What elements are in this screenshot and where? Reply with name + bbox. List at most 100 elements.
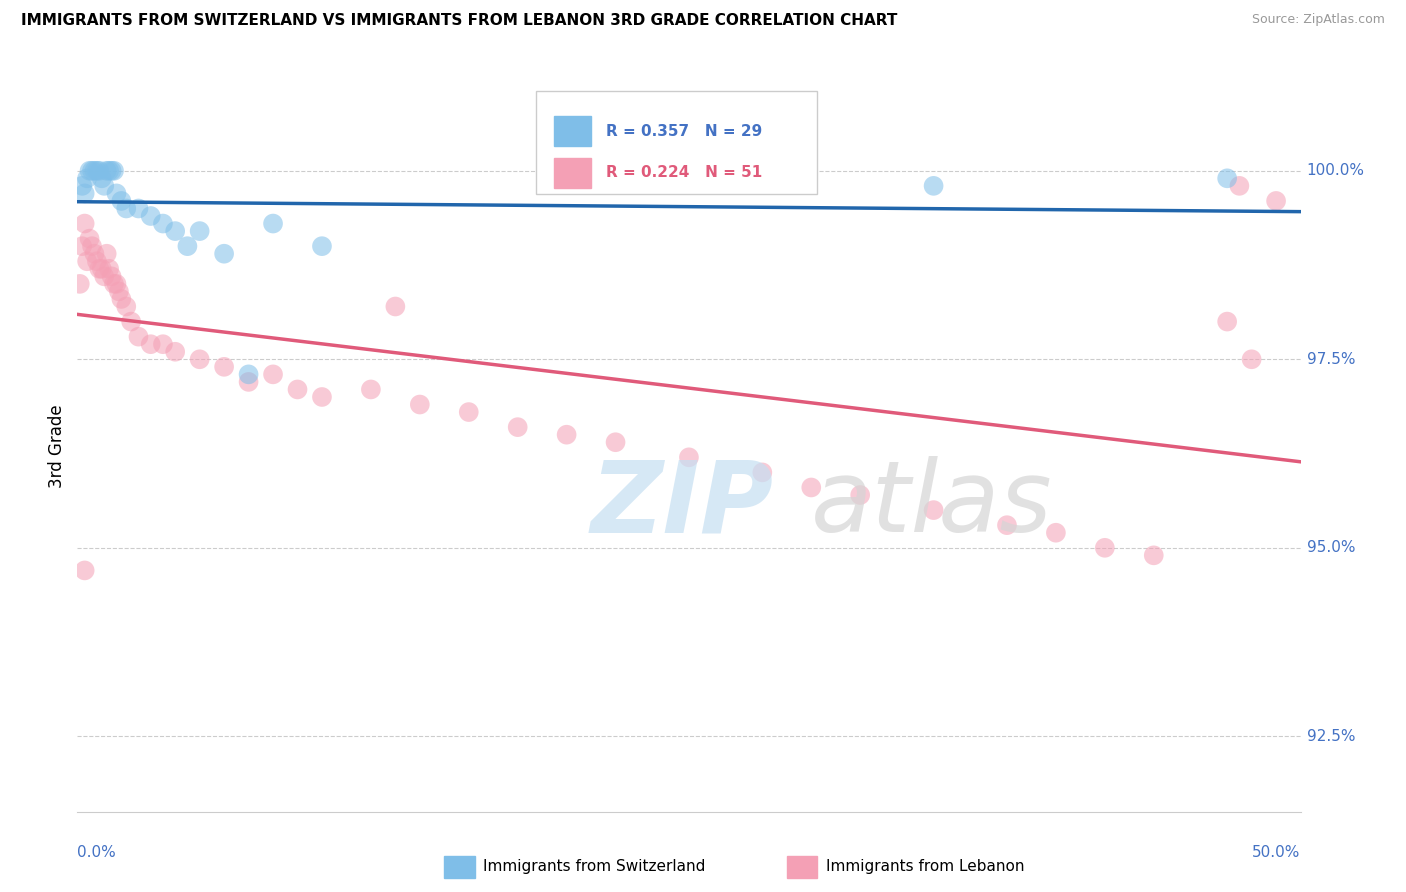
Text: 97.5%: 97.5% <box>1306 351 1355 367</box>
Point <box>86 163 108 178</box>
Point <box>176 239 198 253</box>
Bar <box>554 158 591 187</box>
Point <box>139 337 162 351</box>
Text: R = 0.224   N = 51: R = 0.224 N = 51 <box>606 165 762 180</box>
Point <box>79 163 101 178</box>
Point <box>1045 525 1067 540</box>
Point <box>311 390 333 404</box>
Point <box>800 480 823 494</box>
Point <box>1216 315 1239 329</box>
Point <box>100 269 122 284</box>
Point <box>73 186 96 201</box>
Point <box>83 163 105 178</box>
Point <box>79 232 101 246</box>
Text: R = 0.357   N = 29: R = 0.357 N = 29 <box>606 123 762 138</box>
Text: 100.0%: 100.0% <box>1306 163 1365 178</box>
Point <box>262 217 284 231</box>
Point <box>93 178 115 193</box>
Point <box>165 224 187 238</box>
Point <box>105 277 128 291</box>
Point <box>73 217 96 231</box>
Point <box>238 368 260 382</box>
Point <box>90 261 112 276</box>
Point <box>103 277 125 291</box>
Point <box>86 254 108 268</box>
Point <box>139 209 162 223</box>
Point <box>1216 171 1239 186</box>
Point <box>127 202 149 216</box>
Point <box>115 202 138 216</box>
Point <box>238 375 260 389</box>
Text: 0.0%: 0.0% <box>77 845 117 860</box>
Point <box>1143 549 1166 563</box>
Point <box>93 269 115 284</box>
Point <box>115 300 138 314</box>
Point <box>83 246 105 260</box>
FancyBboxPatch shape <box>536 91 817 194</box>
Point <box>152 217 174 231</box>
Point <box>678 450 700 465</box>
Point <box>73 563 96 577</box>
Point <box>1265 194 1288 208</box>
Text: ZIP: ZIP <box>591 456 775 553</box>
Point <box>995 518 1018 533</box>
Point <box>120 315 142 329</box>
Point <box>922 503 945 517</box>
Point <box>152 337 174 351</box>
Point <box>409 398 432 412</box>
Point <box>262 368 284 382</box>
Point <box>103 163 125 178</box>
Point <box>70 239 93 253</box>
Point <box>457 405 479 419</box>
Point <box>76 254 98 268</box>
Point <box>105 186 128 201</box>
Point <box>849 488 872 502</box>
Text: 95.0%: 95.0% <box>1306 541 1355 556</box>
Text: IMMIGRANTS FROM SWITZERLAND VS IMMIGRANTS FROM LEBANON 3RD GRADE CORRELATION CHA: IMMIGRANTS FROM SWITZERLAND VS IMMIGRANT… <box>21 13 897 29</box>
Point <box>96 163 118 178</box>
Point <box>188 224 211 238</box>
Point <box>605 435 627 450</box>
Point <box>89 261 111 276</box>
Y-axis label: 3rd Grade: 3rd Grade <box>48 404 66 488</box>
Point <box>212 246 235 260</box>
Point <box>311 239 333 253</box>
Point <box>89 163 111 178</box>
Point <box>555 427 578 442</box>
Point <box>165 344 187 359</box>
Point <box>110 292 132 306</box>
Point <box>70 178 93 193</box>
Point <box>1094 541 1116 555</box>
Text: Immigrants from Lebanon: Immigrants from Lebanon <box>825 859 1025 874</box>
Point <box>90 171 112 186</box>
Text: atlas: atlas <box>811 456 1053 553</box>
Point <box>96 246 118 260</box>
Bar <box>554 117 591 145</box>
Point <box>188 352 211 367</box>
Point <box>506 420 529 434</box>
Point <box>127 329 149 343</box>
Bar <box>787 855 817 878</box>
Point <box>751 466 773 480</box>
Text: Source: ZipAtlas.com: Source: ZipAtlas.com <box>1251 13 1385 27</box>
Point <box>80 163 103 178</box>
Point <box>287 383 309 397</box>
Point <box>1229 178 1251 193</box>
Point <box>98 261 121 276</box>
Point <box>110 194 132 208</box>
Point <box>1240 352 1263 367</box>
Text: Immigrants from Switzerland: Immigrants from Switzerland <box>484 859 706 874</box>
Bar <box>444 855 475 878</box>
Point <box>922 178 945 193</box>
Point <box>100 163 122 178</box>
Point <box>384 300 406 314</box>
Point <box>69 277 91 291</box>
Point <box>108 285 131 299</box>
Text: 50.0%: 50.0% <box>1253 845 1301 860</box>
Point <box>360 383 382 397</box>
Point <box>76 171 98 186</box>
Point <box>80 239 103 253</box>
Point <box>98 163 121 178</box>
Point <box>212 359 235 374</box>
Text: 92.5%: 92.5% <box>1306 729 1355 744</box>
